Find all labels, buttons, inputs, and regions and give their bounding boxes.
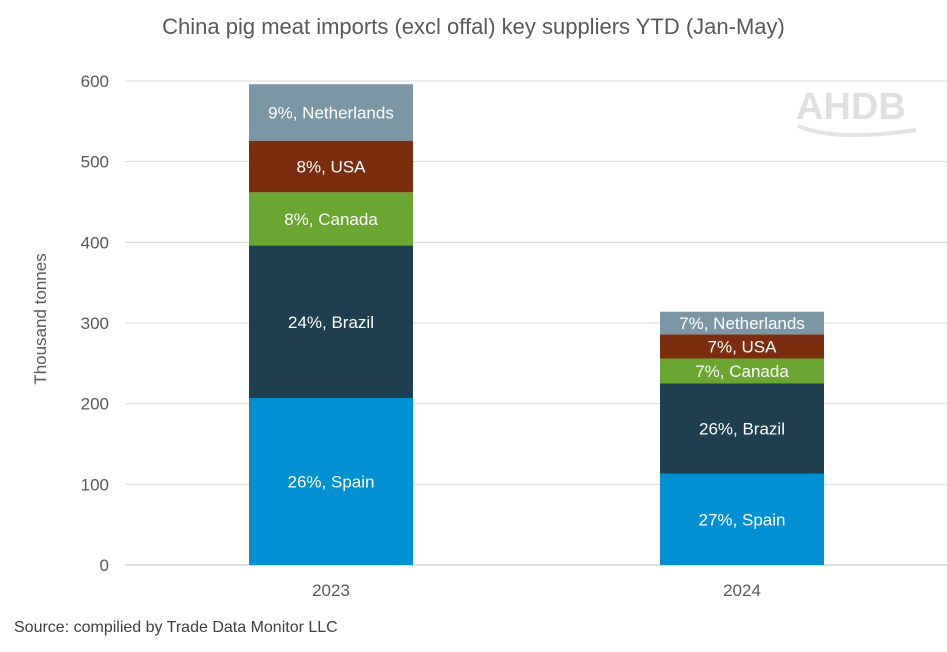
data-label: 7%, USA	[708, 337, 778, 356]
bar-segment-canada-2024	[660, 358, 824, 384]
y-tick-label: 600	[81, 72, 109, 91]
bar-segment-netherlands-2024	[660, 311, 824, 335]
bar-segment-spain-2023	[249, 398, 413, 565]
y-tick-label: 400	[81, 233, 109, 252]
source-note: Source: compilied by Trade Data Monitor …	[14, 619, 338, 636]
data-label: 8%, USA	[297, 158, 367, 177]
bar-segment-usa-2024	[660, 334, 824, 359]
y-tick-label: 300	[81, 314, 109, 333]
data-label: 8%, Canada	[284, 210, 378, 229]
bar-segment-canada-2023	[249, 192, 413, 246]
data-label: 24%, Brazil	[288, 313, 374, 332]
bar-segment-brazil-2024	[660, 383, 824, 474]
bar-segment-usa-2023	[249, 140, 413, 193]
y-tick-label: 100	[81, 475, 109, 494]
y-tick-label: 0	[100, 556, 109, 575]
data-label: 26%, Brazil	[699, 420, 785, 439]
chart-title: China pig meat imports (excl offal) key …	[162, 14, 785, 39]
bar-segment-netherlands-2023	[249, 84, 413, 141]
data-label: 7%, Netherlands	[679, 314, 805, 333]
ahdb-logo: AHDB	[796, 86, 918, 142]
x-tick-label: 2024	[723, 581, 761, 600]
x-tick-label: 2023	[312, 581, 350, 600]
y-tick-label: 200	[81, 395, 109, 414]
bar-segment-brazil-2023	[249, 245, 413, 399]
logo-text: AHDB	[796, 86, 906, 128]
data-label: 9%, Netherlands	[268, 103, 394, 122]
data-label: 27%, Spain	[699, 510, 786, 529]
y-tick-label: 500	[81, 153, 109, 172]
bar-segment-spain-2024	[660, 473, 824, 565]
data-label: 26%, Spain	[288, 473, 375, 492]
data-label: 7%, Canada	[695, 362, 789, 381]
y-axis-label: Thousand tonnes	[31, 253, 50, 384]
